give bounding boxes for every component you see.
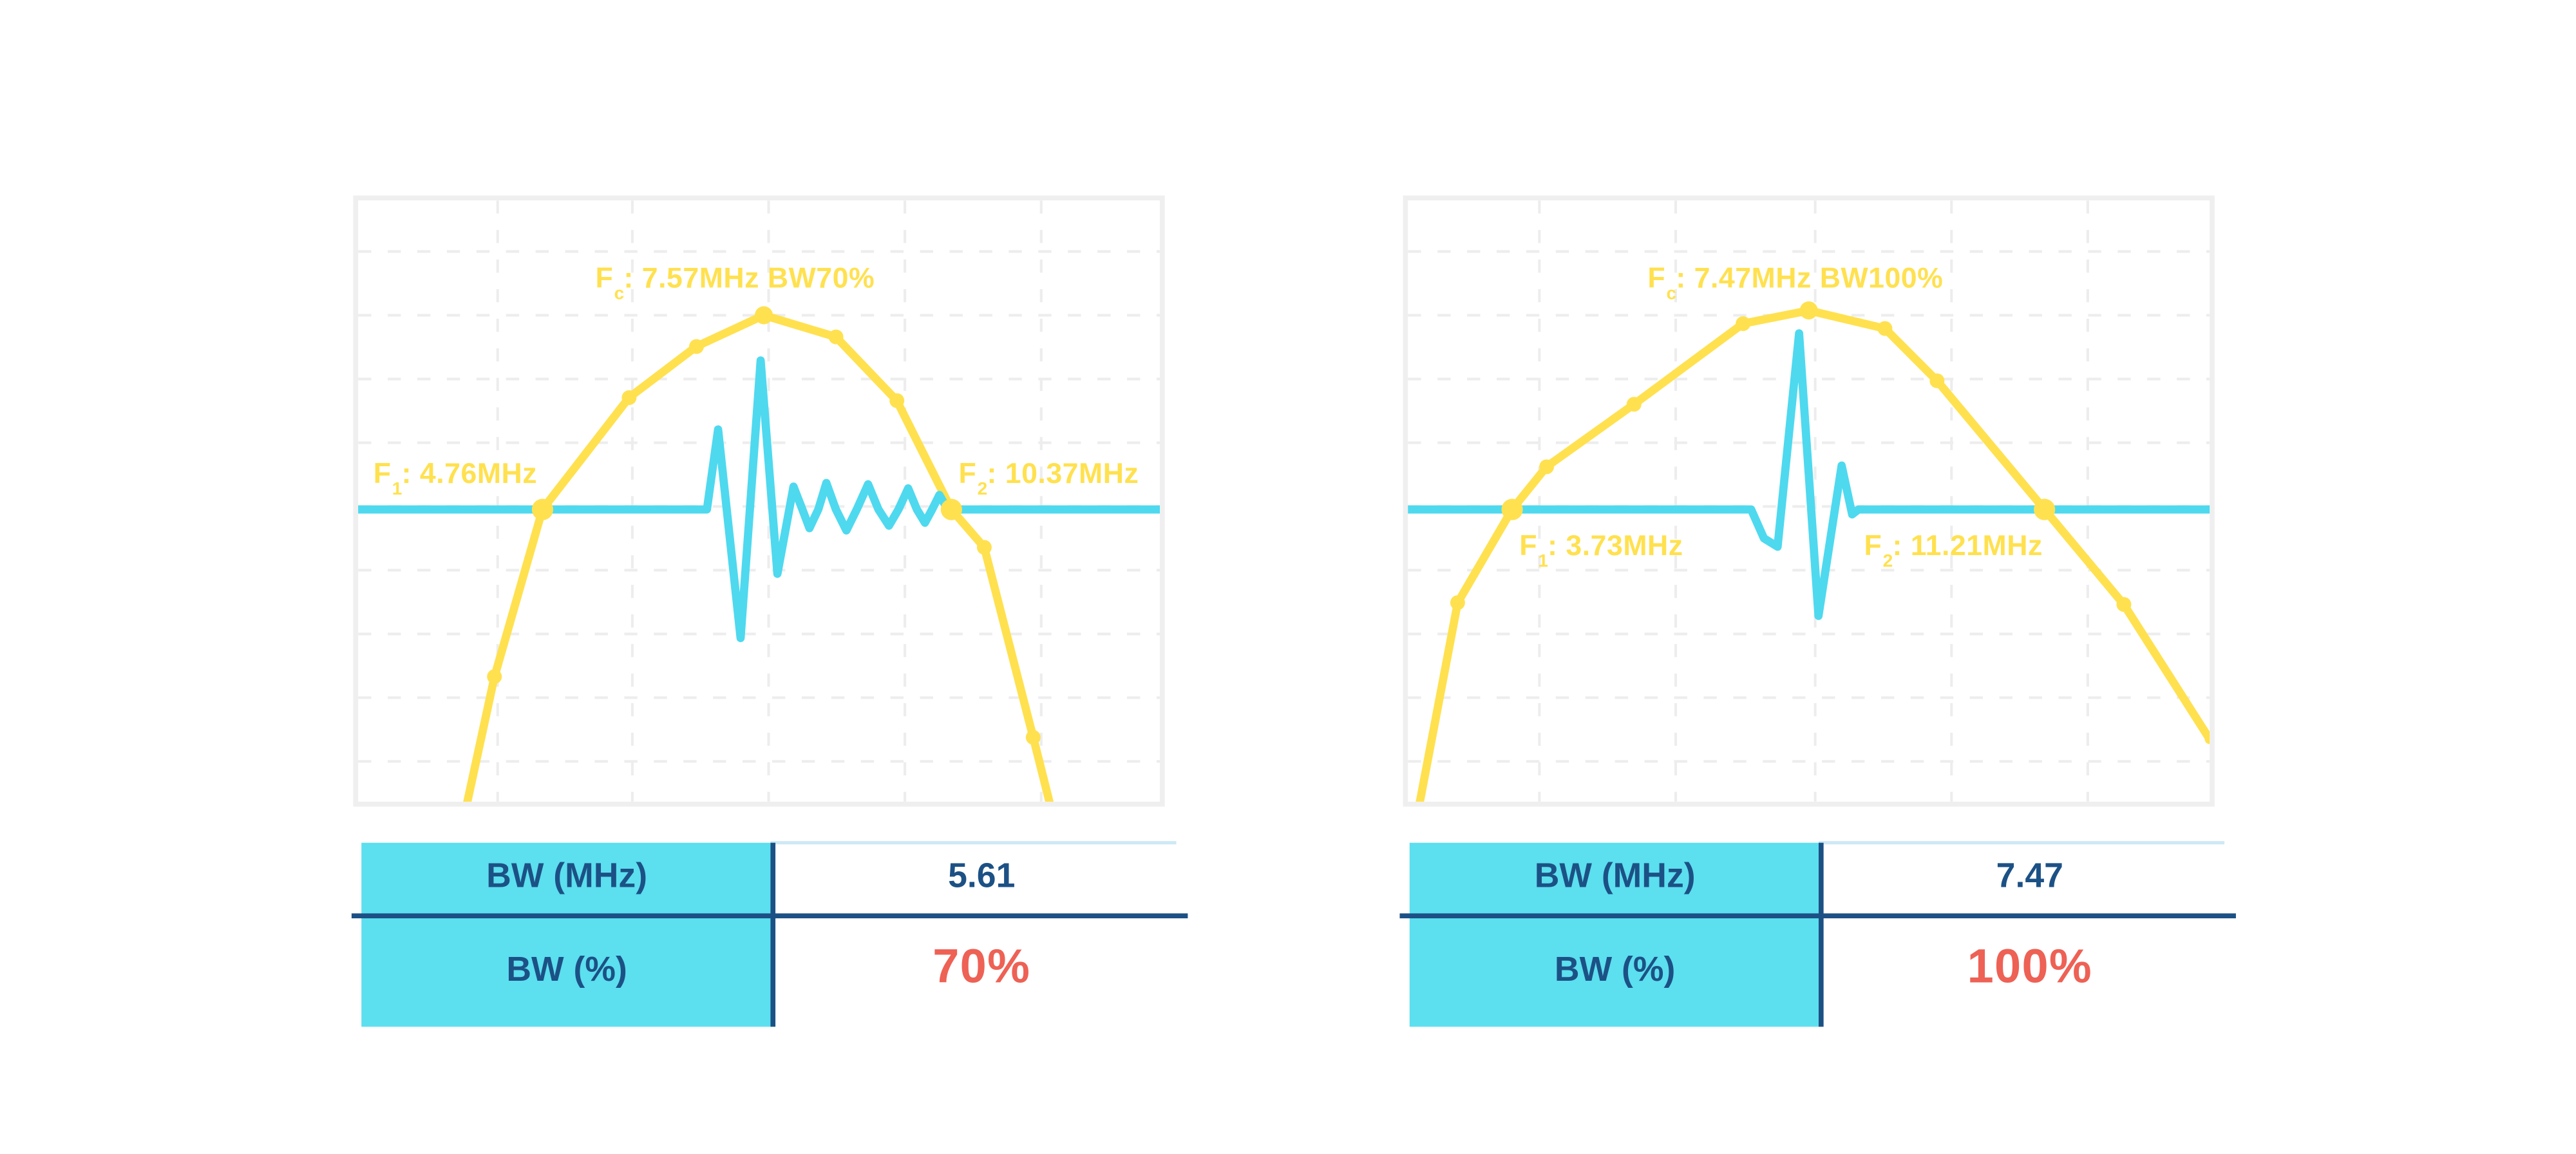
f2-subscript: 2	[1882, 552, 1893, 572]
spectrum-data-point	[753, 305, 772, 324]
spectrum-data-point	[688, 338, 703, 354]
f1-symbol: F	[1519, 528, 1537, 562]
spectrum-data-point	[2032, 498, 2054, 520]
spectrum-data-point	[1625, 395, 1641, 411]
table-row-divider	[351, 913, 1188, 919]
f1-subscript: 1	[392, 480, 402, 500]
f2-annotation: F2: 11.21MHz	[1864, 528, 2043, 571]
spectrum-plot	[357, 199, 1159, 801]
spectrum-data-point	[828, 328, 843, 344]
f1-annotation: F1: 4.76MHz	[373, 456, 538, 499]
spectrum-data-point	[1734, 315, 1750, 330]
spectrum-data-point	[1877, 320, 1892, 336]
fc-subscript: c	[614, 285, 625, 305]
f2-value-text: : 11.21MHz	[1892, 528, 2043, 562]
table-column-divider	[1818, 842, 1823, 1027]
fc-annotation: Fc: 7.57MHz BW70%	[595, 261, 875, 304]
table-row-divider	[1399, 913, 2236, 919]
f2-symbol: F	[958, 456, 977, 489]
spectrum-data-point	[486, 668, 501, 683]
spectrum-data-point	[1799, 300, 1817, 319]
fc-symbol: F	[595, 261, 614, 294]
spectrum-data-point	[888, 392, 904, 408]
fc-annotation: Fc: 7.47MHz BW100%	[1647, 261, 1944, 304]
pulse-echo-line	[1406, 328, 2209, 620]
fc-value-text: : 7.57MHz BW70%	[623, 261, 875, 294]
bw-mhz-value: 7.47	[1996, 857, 2063, 896]
f2-subscript: 2	[977, 480, 988, 500]
spectrum-data-point	[2116, 596, 2131, 611]
f1-value-text: : 4.76MHz	[401, 456, 538, 489]
f1-subscript: 1	[1538, 552, 1549, 572]
table-header-column	[1409, 842, 1821, 1027]
f1-annotation: F1: 3.73MHz	[1519, 528, 1683, 571]
spectrum-plot	[1406, 199, 2209, 801]
bw-pct-value: 70%	[933, 940, 1031, 994]
spectrum-data-point	[976, 539, 991, 554]
f1-value-text: : 3.73MHz	[1548, 528, 1683, 562]
spectrum-data-point	[1501, 498, 1522, 520]
fc-subscript: c	[1666, 285, 1677, 305]
spectrum-data-point	[940, 498, 961, 520]
bw-pct-label: BW (%)	[1554, 950, 1676, 988]
bw-mhz-label: BW (MHz)	[486, 857, 648, 896]
spectrum-line	[462, 310, 1053, 801]
chart-panel-bw70: Fc: 7.57MHz BW70% F1: 4.76MHz F2: 10.37M…	[352, 194, 1164, 806]
f2-symbol: F	[1864, 528, 1882, 562]
f1-symbol: F	[373, 456, 392, 489]
bw-pct-label: BW (%)	[506, 950, 627, 988]
table-column-divider	[770, 842, 775, 1027]
spectrum-data-point	[2204, 733, 2209, 744]
chart-panel-bw100: Fc: 7.47MHz BW100% F1: 3.73MHz F2: 11.21…	[1402, 194, 2214, 806]
f2-value-text: : 10.37MHz	[987, 456, 1139, 489]
table-top-border	[770, 841, 1177, 845]
fc-value-text: : 7.47MHz BW100%	[1676, 261, 1944, 294]
spectrum-data-point	[1929, 372, 1944, 388]
spectrum-data-point	[531, 498, 553, 520]
pulse-echo-line	[357, 355, 1159, 641]
spectrum-data-point	[1538, 459, 1553, 474]
bw-mhz-label: BW (MHz)	[1534, 857, 1696, 896]
table-header-column	[361, 842, 772, 1027]
f2-annotation: F2: 10.37MHz	[958, 456, 1139, 499]
fc-symbol: F	[1647, 261, 1666, 294]
spectrum-data-point	[1025, 729, 1040, 744]
bw-mhz-value: 5.61	[948, 857, 1016, 896]
bw-pct-value: 100%	[1967, 940, 2092, 994]
spectrum-line	[1415, 305, 2209, 801]
table-top-border	[1818, 841, 2225, 845]
bw-table: BW (MHz) BW (%) 7.47 100%	[1399, 841, 2237, 1032]
bw-table: BW (MHz) BW (%) 5.61 70%	[351, 841, 1189, 1032]
spectrum-data-point	[621, 389, 636, 404]
spectrum-data-point	[1449, 594, 1464, 610]
